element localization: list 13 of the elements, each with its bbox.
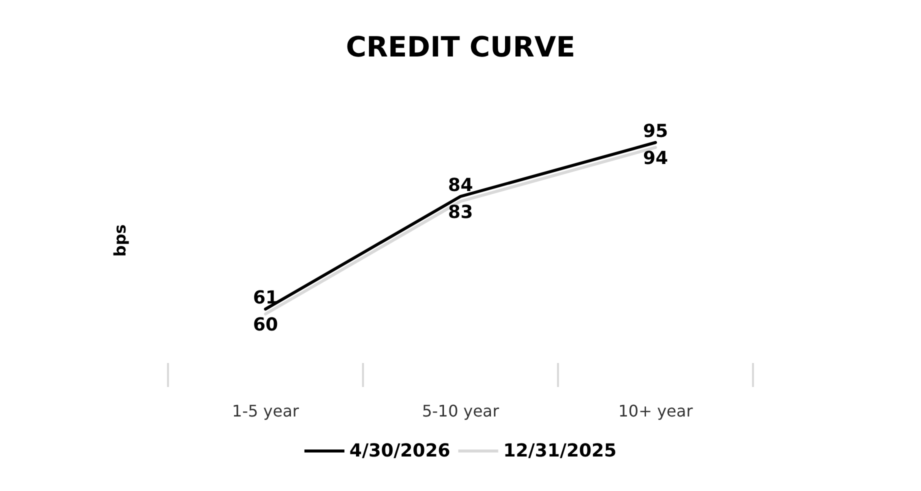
data-label: 60 (252, 314, 278, 336)
y-axis-title: bps (110, 224, 130, 257)
data-label: 84 (448, 174, 474, 196)
legend-label: 4/30/2026 (349, 440, 450, 462)
x-tick-label: 10+ year (618, 402, 694, 420)
data-label: 94 (642, 148, 668, 169)
data-label: 95 (642, 121, 668, 142)
chart-title: CREDIT CURVE (346, 30, 576, 64)
legend-label: 12/31/2025 (503, 440, 617, 462)
data-label: 83 (448, 202, 474, 223)
x-tick-label: 5-10 year (422, 402, 500, 420)
x-tick-label: 1-5 year (232, 402, 300, 420)
data-label: 61 (252, 288, 278, 309)
